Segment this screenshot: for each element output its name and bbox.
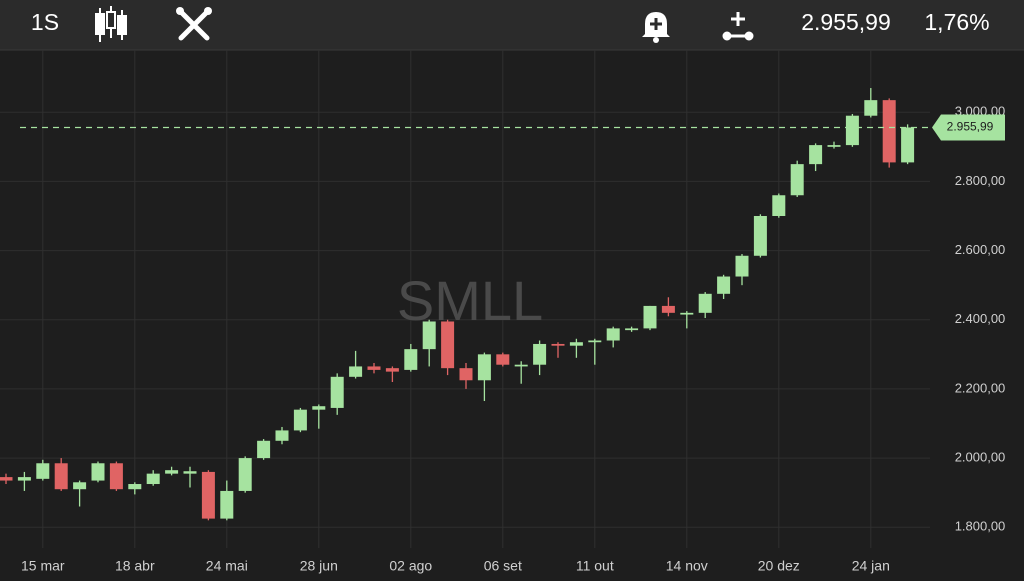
candle-body — [146, 473, 160, 485]
candle-body — [496, 354, 510, 365]
candle-body — [827, 145, 841, 147]
y-tick-label: 2.600,00 — [955, 242, 1006, 257]
candle-body — [753, 216, 767, 256]
candle-body — [17, 477, 31, 481]
candle-body — [661, 305, 675, 313]
candle-body — [459, 368, 473, 381]
candle-body — [864, 100, 878, 116]
y-tick-label: 1.800,00 — [955, 519, 1006, 534]
x-tick-label: 14 nov — [666, 558, 708, 574]
candle-body — [477, 354, 491, 381]
x-tick-label: 24 jan — [852, 558, 890, 574]
candle-body — [404, 349, 418, 370]
candle-body — [128, 484, 142, 490]
candle-body — [514, 364, 528, 367]
x-tick-label: 02 ago — [389, 558, 432, 574]
candle-body — [735, 255, 749, 277]
candle-body — [349, 366, 363, 377]
period-button[interactable]: 1S — [31, 9, 59, 35]
candle-body — [588, 340, 602, 343]
candle-body — [551, 343, 565, 346]
x-tick-label: 06 set — [484, 558, 522, 574]
candle-body — [698, 293, 712, 313]
candle-body — [91, 463, 105, 481]
candle-body — [680, 312, 694, 315]
candle-body — [220, 490, 234, 519]
candle-body — [238, 458, 252, 491]
y-tick-label: 2.800,00 — [955, 173, 1006, 188]
candle-body — [367, 366, 381, 370]
candle-body — [257, 440, 271, 459]
watermark: SMLL — [397, 269, 543, 332]
compare-button[interactable] — [722, 12, 754, 41]
y-tick-label: 2.200,00 — [955, 380, 1006, 395]
candle-body — [422, 321, 436, 350]
candle-body — [183, 471, 197, 474]
candle-body — [845, 115, 859, 146]
y-tick-label: 2.000,00 — [955, 450, 1006, 465]
x-tick-label: 15 mar — [21, 558, 65, 574]
candle-body — [717, 276, 731, 294]
last-price-tag — [932, 114, 1005, 141]
candle-body — [54, 463, 68, 490]
candle-body — [312, 406, 326, 410]
candle-body — [293, 409, 307, 431]
candle-body — [165, 470, 179, 474]
candle-body — [790, 164, 804, 196]
candle-body — [330, 376, 344, 408]
candle-body — [201, 471, 215, 519]
x-tick-label: 20 dez — [758, 558, 800, 574]
candle-body — [385, 368, 399, 372]
chart-type-button[interactable] — [95, 6, 127, 42]
toolbar — [0, 0, 1024, 50]
candle-body — [569, 342, 583, 346]
change-percent: 1,76% — [924, 9, 989, 35]
candle-body — [625, 328, 639, 331]
x-tick-label: 28 jun — [300, 558, 338, 574]
alert-button[interactable] — [642, 12, 670, 43]
candle-body — [809, 145, 823, 165]
tools-button[interactable] — [176, 7, 212, 41]
candle-body — [36, 463, 50, 479]
last-price: 2.955,99 — [801, 9, 891, 35]
candle-body — [882, 100, 896, 163]
x-tick-label: 18 abr — [115, 558, 155, 574]
candle-body — [441, 321, 455, 369]
candle-body — [73, 482, 87, 490]
y-tick-label: 2.400,00 — [955, 311, 1006, 326]
x-tick-label: 11 out — [576, 558, 614, 574]
candle-body — [275, 430, 289, 441]
candle-body — [109, 463, 123, 490]
candle-body — [0, 477, 13, 481]
candle-body — [533, 343, 547, 365]
candle-body — [772, 195, 786, 216]
last-price-tag-label: 2.955,99 — [947, 120, 994, 134]
candle-body — [606, 328, 620, 341]
candle-body — [901, 127, 915, 163]
x-tick-label: 24 mai — [206, 558, 248, 574]
candle-body — [643, 305, 657, 329]
